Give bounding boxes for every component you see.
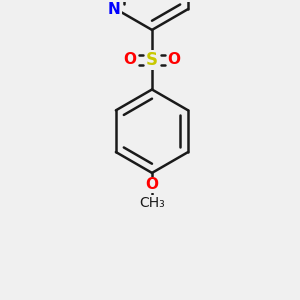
Text: O: O (146, 177, 158, 192)
Text: CH₃: CH₃ (139, 196, 165, 210)
Text: O: O (124, 52, 136, 67)
Text: O: O (167, 52, 180, 67)
Text: N: N (107, 2, 120, 16)
Text: S: S (146, 51, 158, 69)
